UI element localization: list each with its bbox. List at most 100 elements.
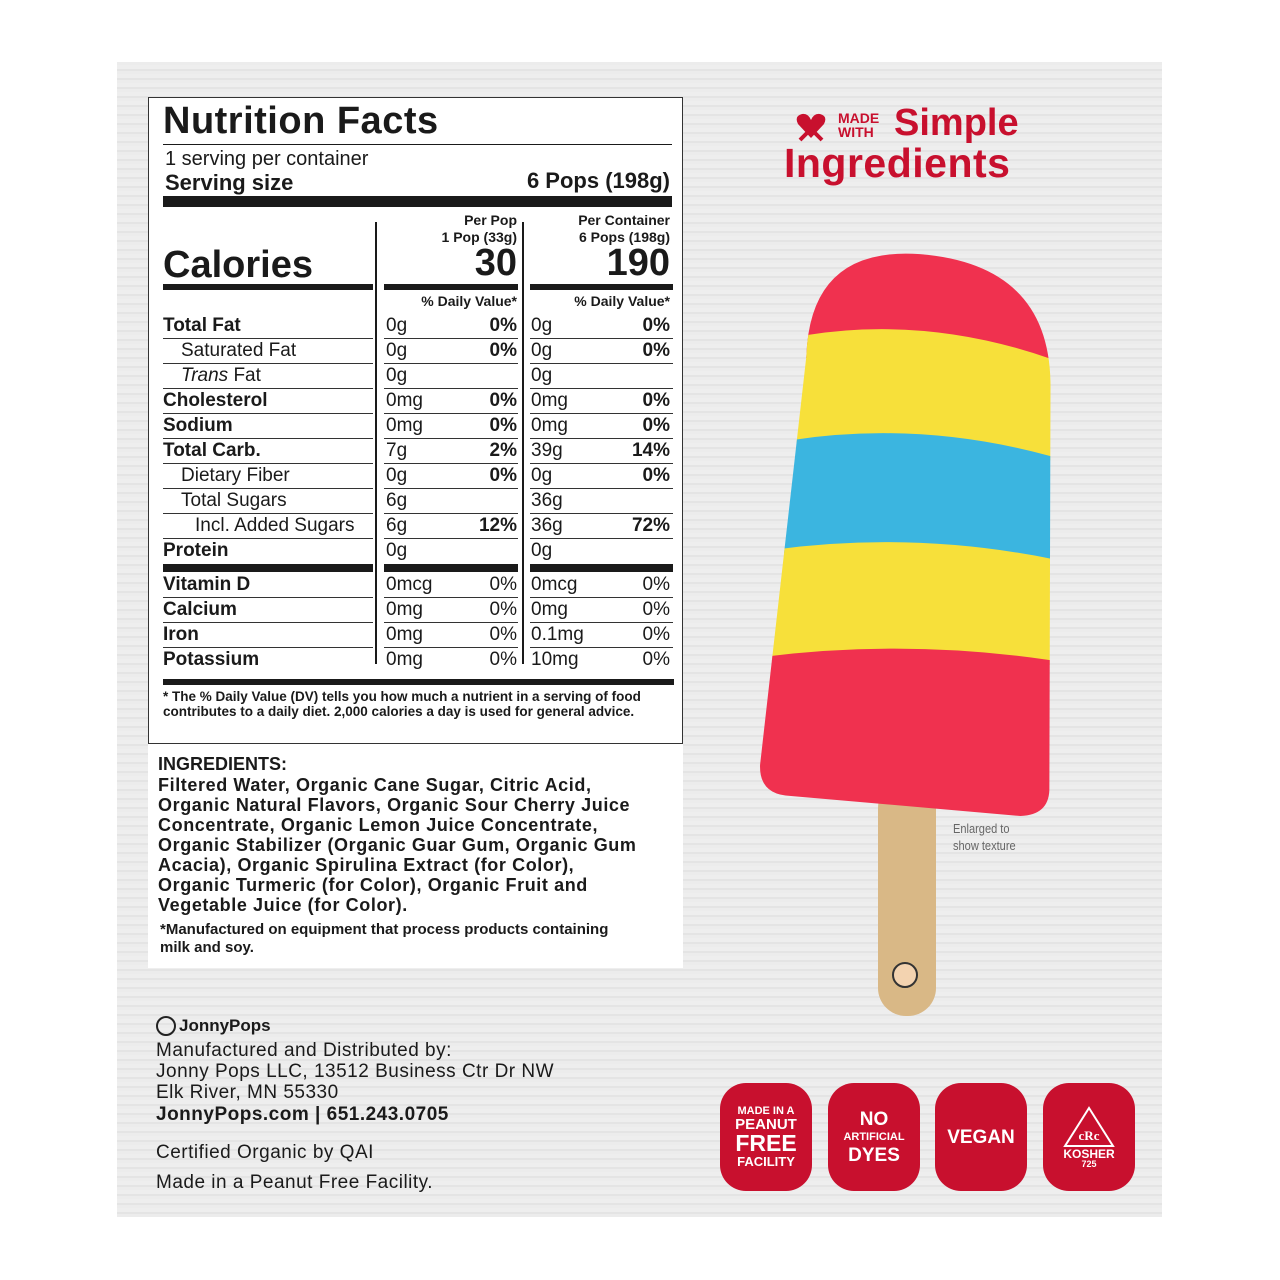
row-divider [384, 622, 518, 623]
tagline-ingredients: Ingredients [784, 140, 1011, 186]
per-pop-amount: 0g [386, 365, 408, 386]
per-container-dv: 0% [642, 574, 670, 595]
per-pop-amount: 6g [386, 515, 408, 536]
per-container-amount: 0g [531, 540, 553, 561]
row-divider [163, 513, 373, 514]
per-pop-dv: 0% [489, 465, 517, 486]
row-divider [530, 463, 673, 464]
row-divider [384, 538, 518, 539]
dv-head-1: % Daily Value* [421, 293, 517, 309]
row-divider [530, 488, 673, 489]
peanut-free-note: Made in a Peanut Free Facility. [156, 1172, 434, 1193]
nutrient-name: Total Fat [163, 315, 241, 336]
nutrient-name: Total Sugars [181, 490, 287, 511]
svg-text:cRc: cRc [1079, 1128, 1100, 1143]
row-divider [384, 338, 518, 339]
per-pop-amount: 7g [386, 440, 408, 461]
dv-footnote: * The % Daily Value (DV) tells you how m… [163, 689, 641, 719]
per-pop-amount: 0g [386, 465, 408, 486]
per-container-amount: 10mg [531, 649, 579, 670]
col2-head1: Per Container [578, 212, 670, 228]
row-divider [163, 388, 373, 389]
row-divider [163, 538, 373, 539]
col1-head1: Per Pop [464, 212, 517, 228]
per-pop-dv: 0% [489, 340, 517, 361]
row-divider [384, 388, 518, 389]
ingredients-line: Organic Stabilizer (Organic Guar Gum, Or… [158, 835, 637, 855]
per-container-amount: 0g [531, 315, 553, 336]
row-divider [163, 488, 373, 489]
stripe-red-bottom [758, 648, 1068, 817]
ingredients-line: Vegetable Juice (for Color). [158, 895, 408, 915]
per-container-dv: 0% [642, 599, 670, 620]
heart-popsicle-icon [796, 113, 826, 142]
per-pop-amount: 0g [386, 540, 408, 561]
jonnypops-face-icon [156, 1016, 176, 1036]
address-line-1: Jonny Pops LLC, 13512 Business Ctr Dr NW [156, 1061, 555, 1082]
per-container-amount: 0mcg [531, 574, 578, 595]
row-divider [384, 488, 518, 489]
nutrient-name: Cholesterol [163, 390, 268, 411]
per-pop-dv: 0% [489, 315, 517, 336]
row-divider [163, 597, 373, 598]
per-pop-amount: 0g [386, 340, 408, 361]
per-container-dv: 0% [642, 390, 670, 411]
badge-peanut-free: MADE IN A PEANUT FREE FACILITY [720, 1083, 812, 1191]
per-container-amount: 0g [531, 340, 553, 361]
row-divider [384, 413, 518, 414]
dv-head-2: % Daily Value* [574, 293, 670, 309]
per-pop-amount: 0mg [386, 599, 423, 620]
row-divider [530, 338, 673, 339]
row-divider [530, 363, 673, 364]
calories-per-pop: 30 [474, 242, 517, 284]
per-container-dv: 0% [642, 415, 670, 436]
per-pop-dv: 0% [489, 649, 517, 670]
row-divider [530, 438, 673, 439]
row-divider [530, 597, 673, 598]
mascot-face-icon [892, 962, 918, 988]
badge-kosher: cRc KOSHER 725 [1043, 1083, 1135, 1191]
per-pop-dv: 0% [489, 574, 517, 595]
nutrient-name: Iron [163, 624, 199, 645]
row-divider [530, 413, 673, 414]
certified-organic: Certified Organic by QAI [156, 1142, 374, 1163]
per-container-amount: 0g [531, 365, 553, 386]
per-pop-amount: 0mg [386, 390, 423, 411]
row-divider [163, 413, 373, 414]
per-container-amount: 36g [531, 490, 563, 511]
serving-size-label: Serving size [165, 170, 294, 195]
ingredients-line: Acacia), Organic Spirulina Extract (for … [158, 855, 575, 875]
per-container-amount: 36g [531, 515, 563, 536]
per-pop-dv: 12% [478, 515, 517, 536]
ingredients-heading: INGREDIENTS: [158, 754, 288, 774]
row-divider [530, 388, 673, 389]
row-divider [530, 622, 673, 623]
nutrition-facts-label: Nutrition Facts 1 serving per container … [148, 97, 683, 744]
tagline-simple: Simple [894, 102, 1019, 144]
jonnypops-logo: JonnyPops [156, 1016, 271, 1036]
popsicle-stick [878, 780, 936, 1016]
row-divider [530, 513, 673, 514]
per-container-dv: 72% [631, 515, 670, 536]
per-container-dv: 0% [642, 649, 670, 670]
calories-per-container: 190 [606, 242, 670, 284]
stripe-yellow-2 [758, 542, 1068, 670]
nutrient-name: Total Carb. [163, 440, 261, 461]
per-container-dv: 0% [642, 624, 670, 645]
row-divider [163, 463, 373, 464]
servings-per-container: 1 serving per container [165, 148, 369, 170]
col2-head2: 6 Pops (198g) [578, 229, 670, 245]
ingredients-line: Concentrate, Organic Lemon Juice Concent… [158, 815, 599, 835]
per-container-amount: 0.1mg [531, 624, 584, 645]
per-pop-amount: 0g [386, 315, 408, 336]
per-pop-amount: 0mcg [386, 574, 433, 595]
per-container-dv: 0% [642, 315, 670, 336]
per-pop-dv: 0% [489, 624, 517, 645]
per-container-dv: 0% [642, 340, 670, 361]
nutrient-name: Calcium [163, 599, 237, 620]
contact-link[interactable]: JonnyPops.com | 651.243.0705 [156, 1104, 449, 1125]
badge-vegan: VEGAN [935, 1083, 1027, 1191]
per-container-dv: 14% [631, 440, 670, 461]
calories-label: Calories [163, 244, 313, 286]
manufacturer-line: Manufactured and Distributed by: [156, 1040, 452, 1061]
